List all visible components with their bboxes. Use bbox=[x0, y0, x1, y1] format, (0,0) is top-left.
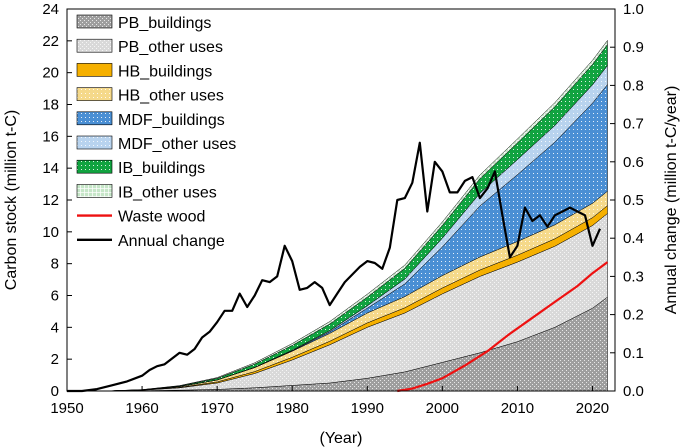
x-tick-label: 1980 bbox=[276, 400, 309, 417]
x-axis-title: (Year) bbox=[320, 430, 363, 447]
legend-swatch-mdf-other-uses bbox=[76, 135, 113, 150]
y-left-tick-label: 22 bbox=[42, 33, 59, 50]
legend-label-waste-wood: Waste wood bbox=[118, 209, 205, 226]
y-left-tick-label: 2 bbox=[51, 351, 59, 368]
y-left-tick-label: 10 bbox=[42, 224, 59, 241]
legend-label-pb-other-uses: PB_other uses bbox=[118, 39, 223, 56]
y-right-tick-label: 0.8 bbox=[623, 77, 644, 94]
legend-swatch-hb-buildings bbox=[76, 63, 113, 77]
x-tick-label: 1970 bbox=[200, 400, 233, 417]
legend-label-mdf-buildings: MDF_buildings bbox=[118, 112, 225, 129]
y-left-tick-label: 8 bbox=[51, 256, 59, 273]
y-left-tick-label: 4 bbox=[51, 319, 59, 336]
legend-swatch-mdf-buildings bbox=[76, 111, 113, 126]
y-right-tick-label: 0.3 bbox=[623, 268, 644, 285]
y-right-tick-label: 0.6 bbox=[623, 154, 644, 171]
y-right-tick-label: 0.7 bbox=[623, 116, 644, 133]
legend-label-mdf-other-uses: MDF_other uses bbox=[118, 136, 236, 153]
y-right-tick-label: 0.2 bbox=[623, 307, 644, 324]
y-left-tick-label: 6 bbox=[51, 288, 59, 305]
legend-swatch-pb-other-uses bbox=[76, 38, 113, 53]
y-left-tick-label: 20 bbox=[42, 65, 59, 82]
y-axis-left-title: Carbon stock (million t-C) bbox=[3, 110, 20, 290]
y-left-tick-label: 16 bbox=[42, 128, 59, 145]
legend-swatch-pb-buildings bbox=[76, 14, 113, 29]
y-right-tick-label: 1.0 bbox=[623, 1, 644, 18]
x-tick-label: 2000 bbox=[426, 400, 459, 417]
legend-label-ib-other-uses: IB_other uses bbox=[118, 184, 217, 201]
y-left-tick-label: 18 bbox=[42, 97, 59, 114]
legend-swatch-ib-buildings bbox=[76, 159, 113, 174]
legend: PB_buildings PB_other uses HB_buildings HB_… bbox=[76, 14, 236, 250]
x-tick-label: 2010 bbox=[501, 400, 534, 417]
series-lines bbox=[67, 141, 609, 393]
line-annual-change bbox=[67, 141, 602, 393]
legend-label-pb-buildings: PB_buildings bbox=[118, 15, 211, 32]
legend-label-hb-buildings: HB_buildings bbox=[118, 63, 212, 80]
legend-label-hb-other-uses: HB_other uses bbox=[118, 88, 224, 105]
y-axis-right-title: Annual change (million t-C/year) bbox=[663, 86, 680, 315]
y-left-tick-label: 14 bbox=[42, 160, 59, 177]
y-left-tick-label: 12 bbox=[42, 192, 59, 209]
x-tick-label: 1990 bbox=[351, 400, 384, 417]
stacked-areas bbox=[67, 39, 608, 392]
y-right-tick-label: 0.1 bbox=[623, 345, 644, 362]
y-left-tick-label: 24 bbox=[42, 1, 59, 18]
legend-swatch-hb-other-uses bbox=[76, 87, 113, 101]
y-right-tick-label: 0.5 bbox=[623, 192, 644, 209]
legend-label-annual-change: Annual change bbox=[118, 233, 225, 250]
x-tick-label: 1960 bbox=[125, 400, 158, 417]
area-ib-other-uses bbox=[67, 39, 608, 392]
legend-swatch-ib-other-uses bbox=[76, 184, 113, 198]
x-tick-label: 2020 bbox=[576, 400, 609, 417]
legend-label-ib-buildings: IB_buildings bbox=[118, 160, 205, 177]
y-right-tick-label: 0.0 bbox=[623, 383, 644, 400]
y-right-tick-label: 0.9 bbox=[623, 39, 644, 56]
axes-ticks: 0246810121416182022240.00.10.20.30.40.50… bbox=[42, 1, 644, 417]
y-left-tick-label: 0 bbox=[51, 383, 59, 400]
line-waste-wood bbox=[397, 261, 609, 393]
y-right-tick-label: 0.4 bbox=[623, 230, 644, 247]
x-tick-label: 1950 bbox=[50, 400, 83, 417]
